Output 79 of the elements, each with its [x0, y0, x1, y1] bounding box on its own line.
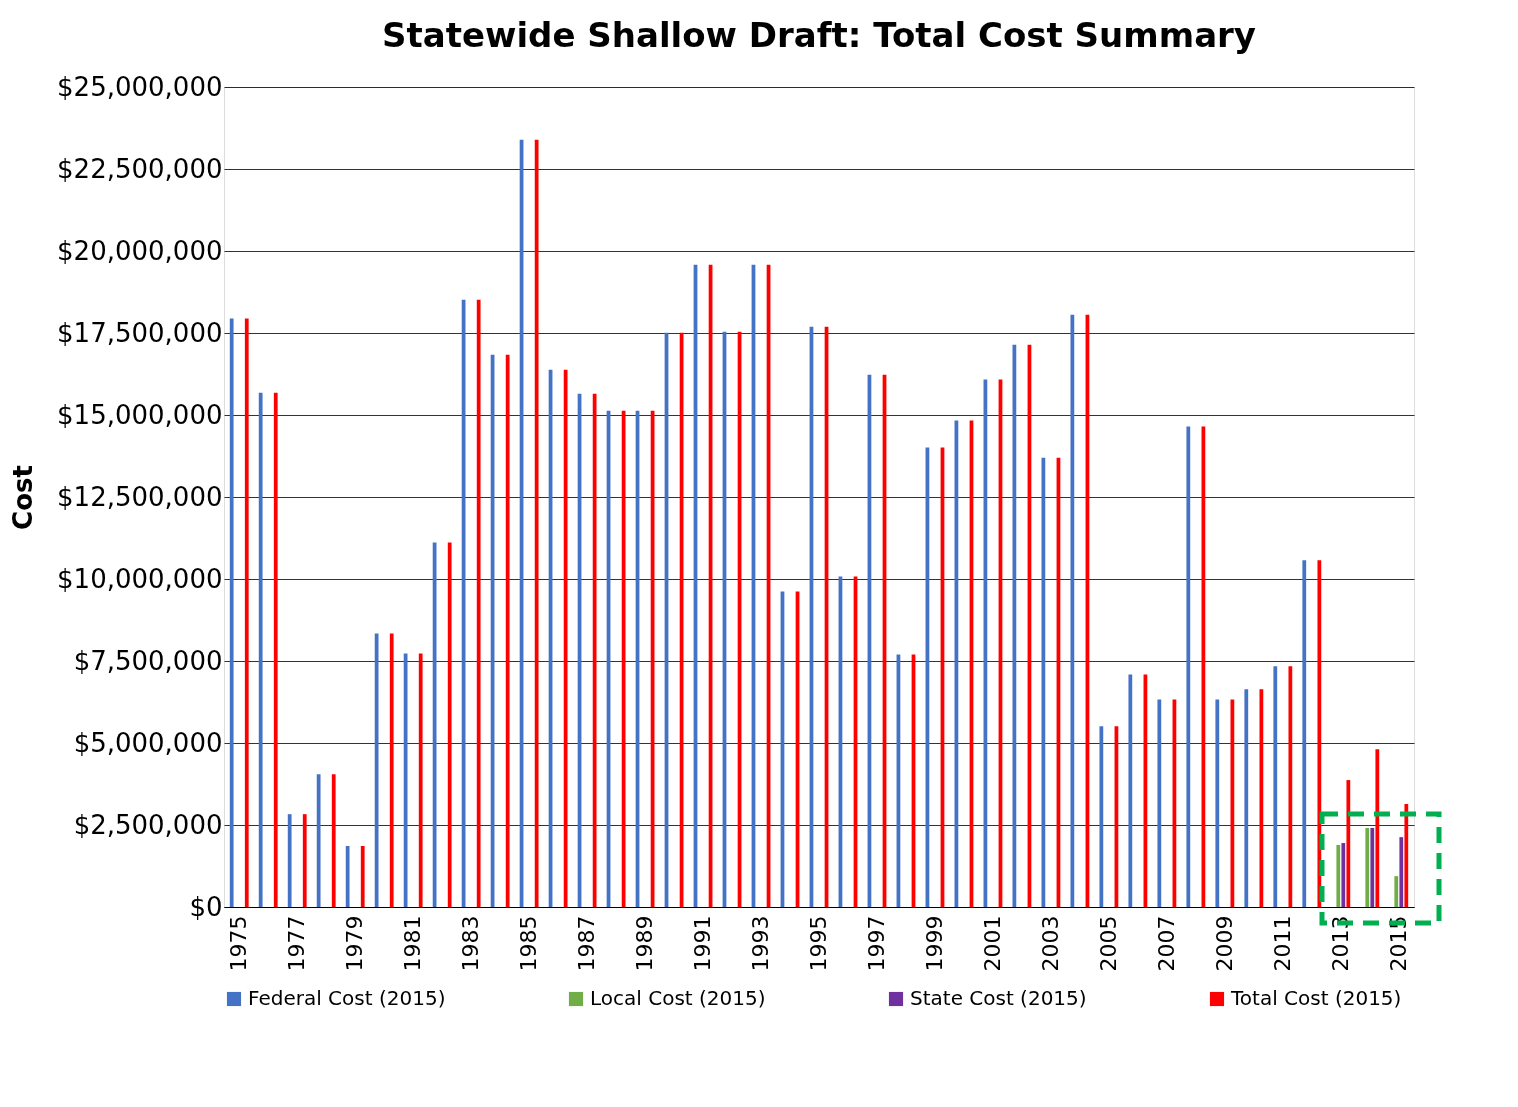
y-tick-label: $25,000,000 [57, 71, 223, 102]
bar [374, 633, 379, 907]
x-tick-label: 1989 [632, 915, 658, 972]
x-tick-label: 1981 [400, 915, 426, 972]
x-tick-label: 1983 [458, 915, 484, 972]
x-tick-label: 1987 [574, 915, 600, 972]
x-tick-label: 1977 [284, 915, 310, 972]
bar [1070, 314, 1075, 907]
y-tick-label: $22,500,000 [57, 153, 223, 184]
bar [563, 369, 568, 907]
bar [1244, 689, 1249, 907]
bar [1336, 845, 1341, 907]
x-tick-label: 1991 [690, 915, 716, 972]
x-tick-label: 2009 [1211, 915, 1237, 972]
bar [1186, 426, 1191, 907]
bar [1302, 560, 1307, 907]
bar [287, 814, 292, 907]
bar [1399, 837, 1404, 907]
x-tick-label: 1995 [806, 915, 831, 972]
bar [534, 139, 539, 907]
bar [505, 354, 510, 907]
bar [1215, 699, 1220, 907]
x-tick-label: 2001 [979, 915, 1005, 972]
bar [1099, 726, 1104, 907]
bar [1365, 827, 1370, 907]
legend-label: Total Cost (2015) [1230, 986, 1402, 1010]
bar [476, 299, 481, 907]
bar [403, 653, 408, 907]
y-tick-label: $2,500,000 [73, 809, 223, 840]
legend-label: State Cost (2015) [910, 986, 1087, 1010]
bar [418, 653, 423, 907]
bar [331, 774, 336, 907]
bar [1317, 560, 1322, 907]
bar [1041, 457, 1046, 907]
x-tick-label: 1993 [748, 915, 774, 972]
bar [1341, 843, 1346, 907]
bar [1128, 674, 1133, 907]
x-tick-label: 1999 [921, 915, 947, 972]
x-tick-label: 2011 [1269, 915, 1295, 972]
x-tick-label: 2005 [1095, 915, 1121, 972]
x-tick-label: 1997 [863, 915, 889, 972]
x-tick-label: 1975 [226, 915, 252, 972]
x-tick-label: 1985 [516, 915, 542, 972]
bar [244, 318, 249, 907]
y-tick-label: $12,500,000 [57, 481, 223, 512]
y-tick-label: $5,000,000 [73, 727, 223, 758]
bar [389, 633, 394, 907]
legend-label: Federal Cost (2015) [248, 986, 446, 1010]
chart-title: Statewide Shallow Draft: Total Cost Summary [381, 15, 1257, 55]
x-tick-label: 1979 [342, 915, 368, 972]
bar [1370, 827, 1375, 907]
bar [1273, 666, 1278, 907]
bar [447, 542, 452, 907]
y-tick-label: $10,000,000 [57, 563, 223, 594]
y-axis-title: Cost [8, 465, 39, 530]
y-tick-label: $0 [189, 891, 223, 922]
y-tick-label: $20,000,000 [57, 235, 223, 266]
bar [1375, 749, 1380, 907]
bar [592, 393, 597, 907]
bar [273, 392, 278, 907]
bar [1157, 699, 1162, 907]
x-tick-label: 2007 [1153, 915, 1179, 972]
bar [316, 774, 321, 907]
bar [1259, 689, 1264, 907]
bar [1288, 666, 1293, 907]
bar [360, 845, 365, 907]
bar [1230, 699, 1235, 907]
x-tick-label: 2003 [1037, 915, 1063, 972]
bar [1346, 780, 1351, 907]
bar [1404, 804, 1409, 907]
bar [345, 845, 350, 907]
bar [302, 814, 307, 907]
y-tick-label: $7,500,000 [73, 645, 223, 676]
legend-label: Local Cost (2015) [590, 986, 766, 1010]
bar [229, 318, 234, 907]
bar [258, 392, 263, 907]
bar [1394, 876, 1399, 907]
y-tick-label: $17,500,000 [57, 317, 223, 348]
y-tick-label: $15,000,000 [57, 399, 223, 430]
